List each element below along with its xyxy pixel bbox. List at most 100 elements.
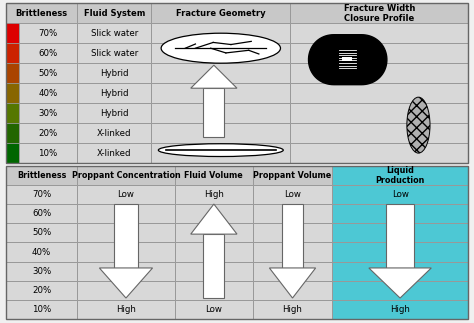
Text: 60%: 60% bbox=[32, 209, 51, 218]
Bar bbox=[77, 143, 151, 163]
Bar bbox=[253, 185, 332, 204]
Bar bbox=[6, 281, 77, 300]
Text: High: High bbox=[283, 305, 302, 314]
Bar bbox=[290, 23, 468, 43]
Text: Fluid Volume: Fluid Volume bbox=[184, 171, 243, 180]
Bar bbox=[18, 83, 77, 103]
Bar bbox=[77, 166, 174, 185]
Text: 30%: 30% bbox=[32, 267, 51, 276]
Bar bbox=[290, 3, 468, 23]
Bar bbox=[77, 223, 174, 242]
Text: Slick water: Slick water bbox=[91, 49, 138, 58]
Bar bbox=[253, 262, 332, 281]
Text: Fluid System: Fluid System bbox=[84, 9, 145, 18]
Bar bbox=[77, 123, 151, 143]
Text: 70%: 70% bbox=[32, 190, 51, 199]
Bar bbox=[77, 242, 174, 262]
Text: Proppant Concentration: Proppant Concentration bbox=[72, 171, 180, 180]
Bar bbox=[174, 281, 253, 300]
Polygon shape bbox=[269, 268, 316, 298]
Bar bbox=[253, 166, 332, 185]
Text: Low: Low bbox=[205, 305, 222, 314]
Bar bbox=[6, 242, 77, 262]
Text: 30%: 30% bbox=[38, 109, 58, 118]
Bar bbox=[151, 83, 290, 103]
Text: High: High bbox=[116, 305, 136, 314]
Bar bbox=[174, 204, 253, 223]
Bar bbox=[253, 242, 332, 262]
Bar bbox=[77, 185, 174, 204]
Bar bbox=[332, 185, 468, 204]
Bar bbox=[6, 63, 18, 83]
Bar bbox=[6, 83, 18, 103]
Text: 70%: 70% bbox=[38, 29, 58, 38]
Bar bbox=[6, 204, 77, 223]
Bar bbox=[6, 123, 18, 143]
Bar bbox=[332, 262, 468, 281]
Bar bbox=[174, 223, 253, 242]
Bar bbox=[6, 166, 77, 185]
Text: 60%: 60% bbox=[38, 49, 58, 58]
Text: Proppant Volume: Proppant Volume bbox=[254, 171, 332, 180]
Bar bbox=[18, 123, 77, 143]
Bar bbox=[18, 23, 77, 43]
Bar bbox=[332, 204, 468, 223]
Bar bbox=[290, 83, 468, 103]
Bar bbox=[6, 223, 77, 242]
Bar bbox=[18, 103, 77, 123]
Text: X-linked: X-linked bbox=[97, 149, 132, 158]
Bar bbox=[77, 262, 174, 281]
Bar bbox=[290, 103, 468, 123]
Text: Brittleness: Brittleness bbox=[17, 171, 66, 180]
Bar bbox=[290, 43, 468, 63]
Bar bbox=[332, 166, 468, 185]
Bar bbox=[290, 123, 468, 143]
Bar bbox=[386, 204, 414, 268]
Text: Low: Low bbox=[392, 190, 409, 199]
Text: 20%: 20% bbox=[38, 129, 58, 138]
Bar bbox=[77, 3, 151, 23]
Bar bbox=[77, 63, 151, 83]
Text: 40%: 40% bbox=[38, 89, 58, 98]
Polygon shape bbox=[369, 268, 431, 298]
Bar bbox=[77, 300, 174, 319]
Bar bbox=[332, 223, 468, 242]
Bar bbox=[6, 185, 77, 204]
Bar bbox=[151, 103, 290, 123]
Text: Fracture Geometry: Fracture Geometry bbox=[176, 9, 265, 18]
Bar bbox=[290, 143, 468, 163]
Ellipse shape bbox=[158, 144, 283, 157]
Bar bbox=[6, 262, 77, 281]
Bar bbox=[6, 103, 18, 123]
Text: 40%: 40% bbox=[32, 247, 51, 256]
Bar bbox=[18, 143, 77, 163]
Text: Hybrid: Hybrid bbox=[100, 109, 128, 118]
Polygon shape bbox=[100, 268, 153, 298]
Text: 10%: 10% bbox=[38, 149, 58, 158]
Text: Fracture Width
Closure Profile: Fracture Width Closure Profile bbox=[344, 4, 415, 23]
Bar bbox=[253, 204, 332, 223]
Bar bbox=[77, 103, 151, 123]
Bar bbox=[151, 23, 290, 43]
Bar bbox=[174, 300, 253, 319]
Bar bbox=[203, 234, 224, 298]
Text: Brittleness: Brittleness bbox=[16, 9, 68, 18]
Bar bbox=[114, 204, 138, 268]
Bar bbox=[151, 3, 290, 23]
Bar bbox=[174, 166, 253, 185]
Ellipse shape bbox=[407, 97, 430, 153]
Text: Hybrid: Hybrid bbox=[100, 89, 128, 98]
Bar bbox=[151, 123, 290, 143]
Bar bbox=[332, 300, 468, 319]
Bar bbox=[332, 281, 468, 300]
Bar bbox=[151, 43, 290, 63]
Polygon shape bbox=[191, 204, 237, 234]
Bar bbox=[151, 63, 290, 83]
Bar bbox=[6, 43, 18, 63]
Bar bbox=[77, 204, 174, 223]
Bar bbox=[290, 63, 468, 83]
Text: Low: Low bbox=[118, 190, 135, 199]
Bar bbox=[18, 43, 77, 63]
Bar bbox=[18, 63, 77, 83]
Bar bbox=[253, 223, 332, 242]
